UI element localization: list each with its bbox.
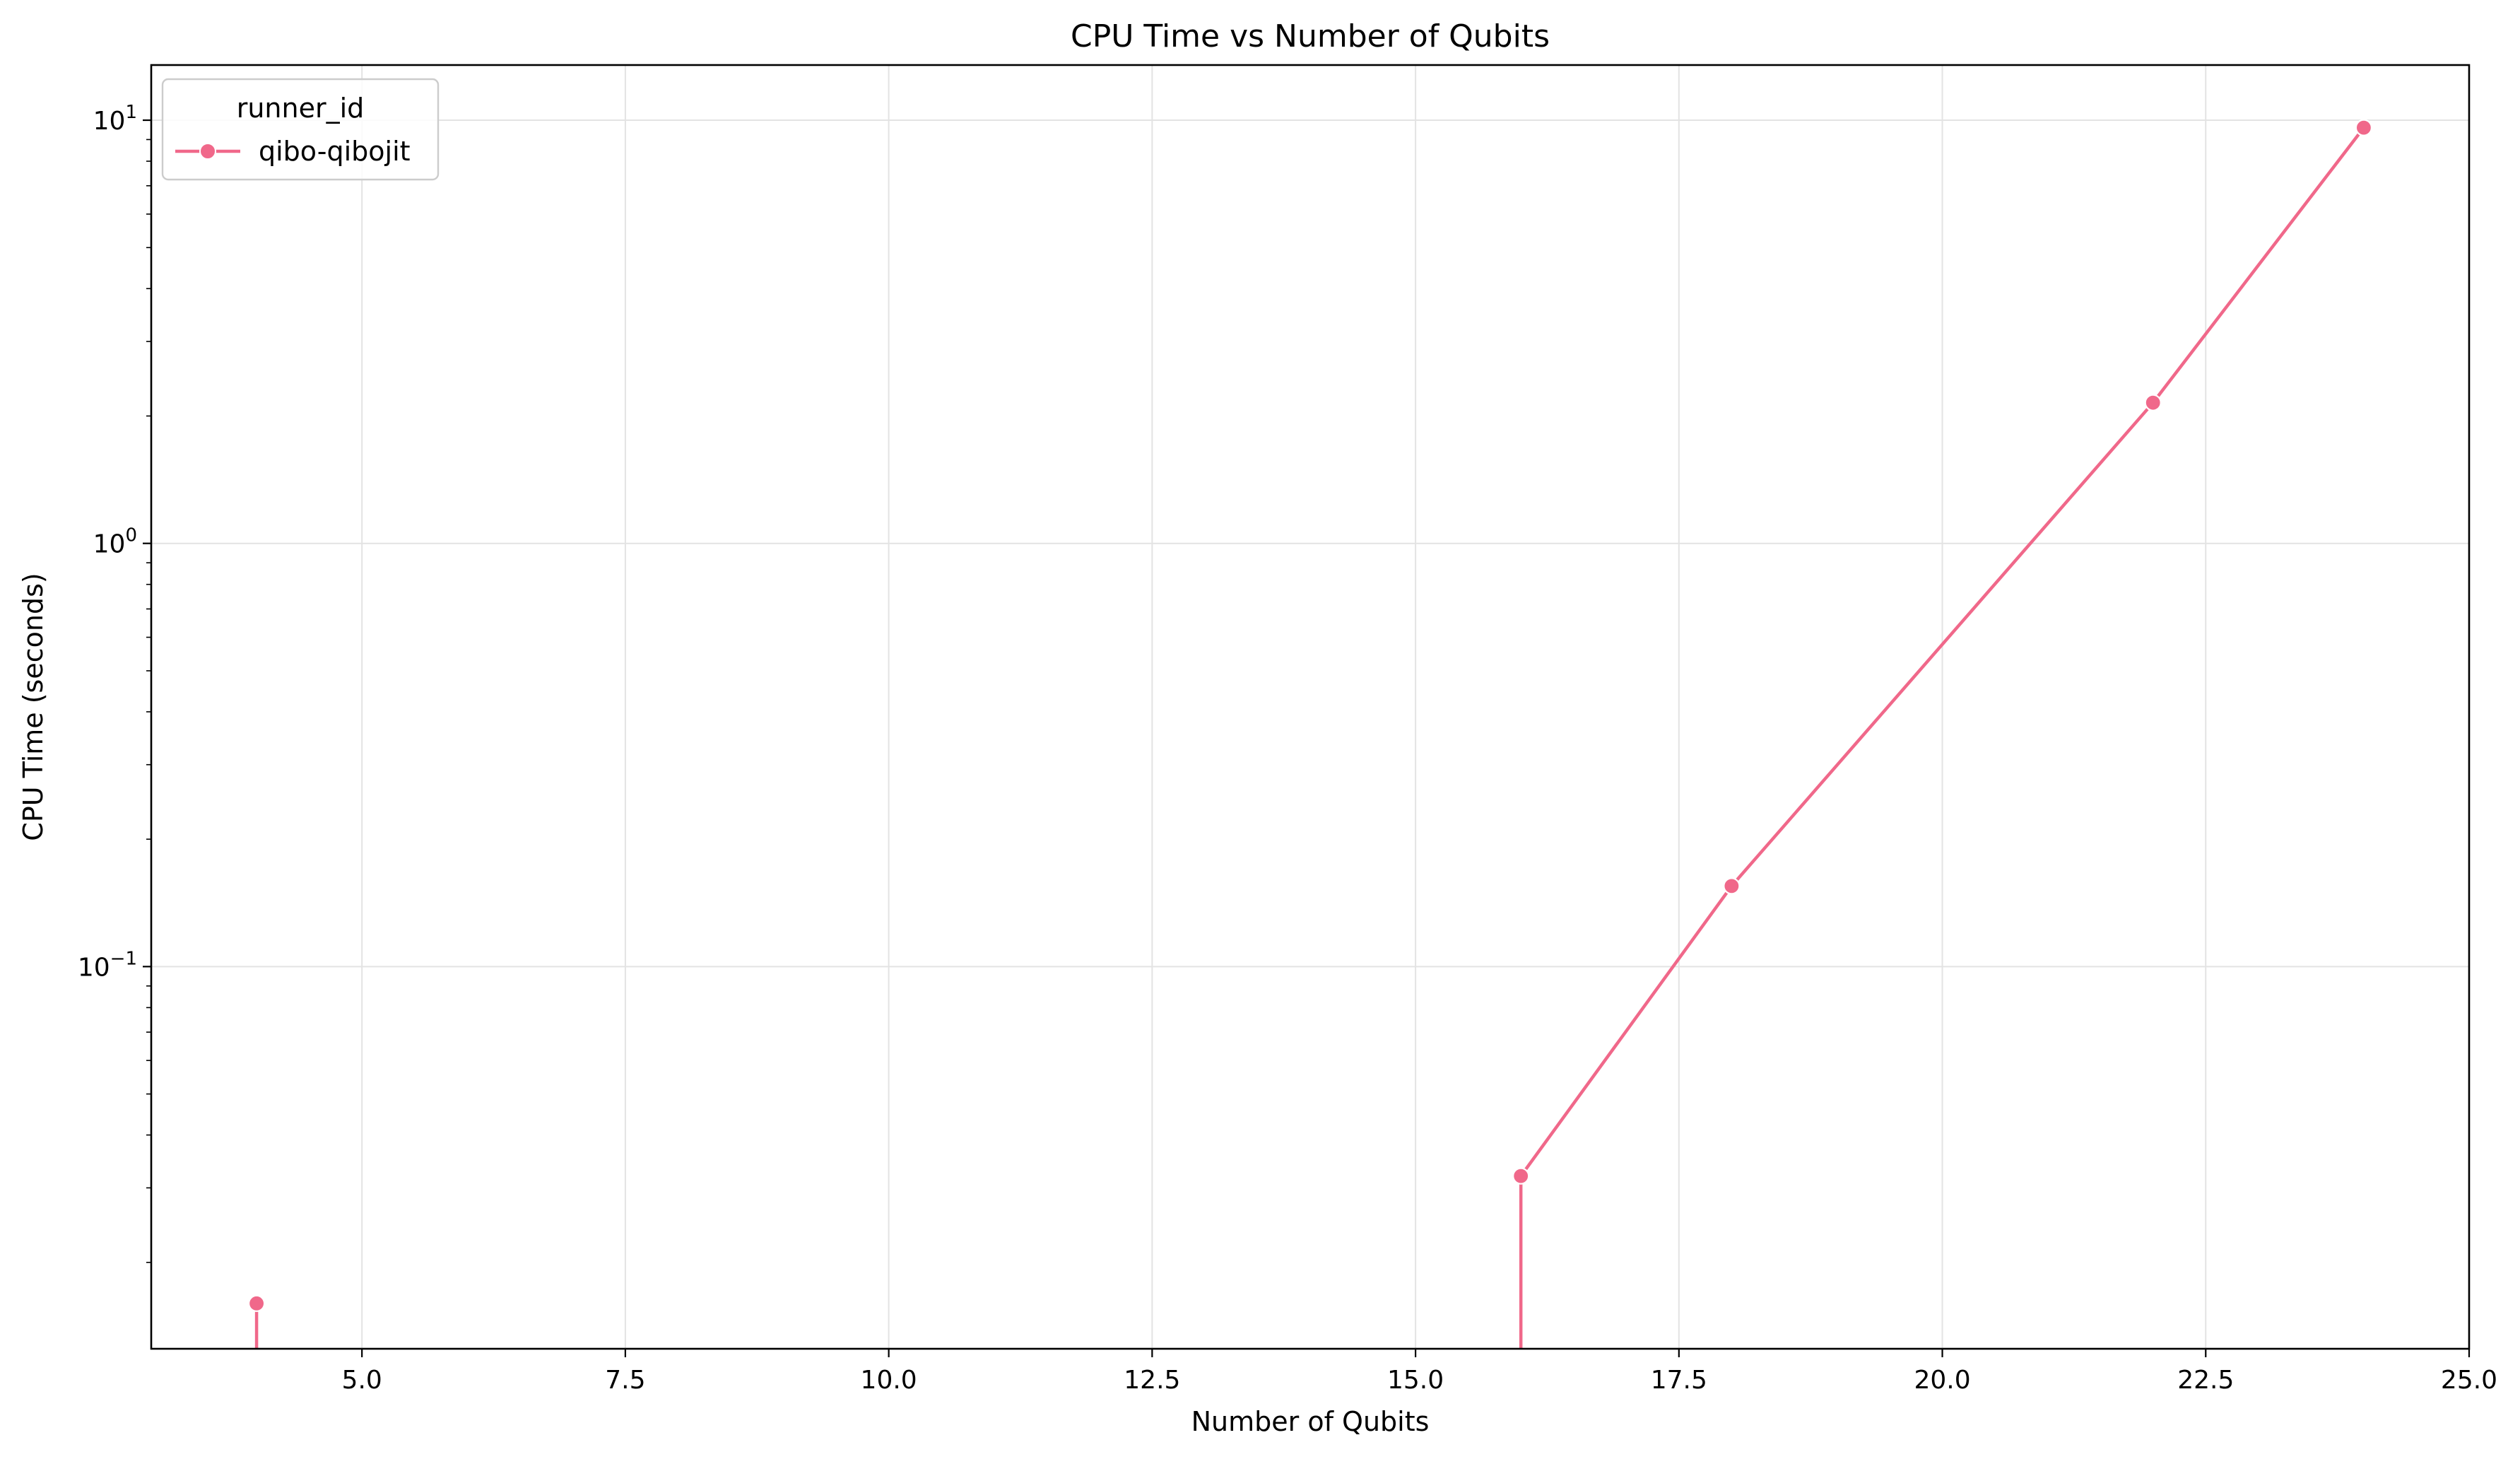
legend-series-label: qibo-qibojit	[259, 136, 411, 167]
plot-frame	[150, 64, 2471, 1350]
x-tick-label: 17.5	[1651, 1366, 1707, 1395]
grid	[151, 65, 2469, 1349]
series-line	[1519, 127, 2365, 1177]
ticks: 5.0 7.5 10.0 12.5 15.0 17.5 20.0 22.5 25.0 10−1 10…	[78, 102, 2497, 1395]
x-tick-label: 20.0	[1914, 1366, 1970, 1395]
y-tick-label: 100	[93, 525, 137, 559]
legend[interactable]: runner_id qibo-qibojit	[161, 78, 440, 181]
data-point	[247, 1294, 266, 1312]
chart-title: CPU Time vs Number of Qubits	[1071, 18, 1550, 54]
x-tick-label: 25.0	[2441, 1366, 2497, 1395]
data-layer	[247, 119, 2373, 1349]
legend-series-marker	[199, 143, 216, 160]
data-point	[2144, 394, 2162, 411]
x-tick-label: 5.0	[342, 1366, 382, 1395]
x-tick-label: 10.0	[861, 1366, 917, 1395]
y-tick-label: 101	[93, 102, 137, 136]
y-tick-label: 10−1	[78, 948, 137, 982]
y-axis-label: CPU Time (seconds)	[18, 573, 49, 841]
data-point	[1512, 1167, 1530, 1185]
x-tick-label: 22.5	[2177, 1366, 2234, 1395]
data-point	[1723, 877, 1741, 895]
data-point	[2355, 119, 2373, 136]
x-tick-label: 15.0	[1387, 1366, 1444, 1395]
x-tick-label: 7.5	[605, 1366, 645, 1395]
x-axis-label: Number of Qubits	[1191, 1406, 1430, 1437]
legend-title: runner_id	[237, 93, 365, 124]
x-tick-label: 12.5	[1124, 1366, 1180, 1395]
legend-box	[161, 78, 440, 181]
